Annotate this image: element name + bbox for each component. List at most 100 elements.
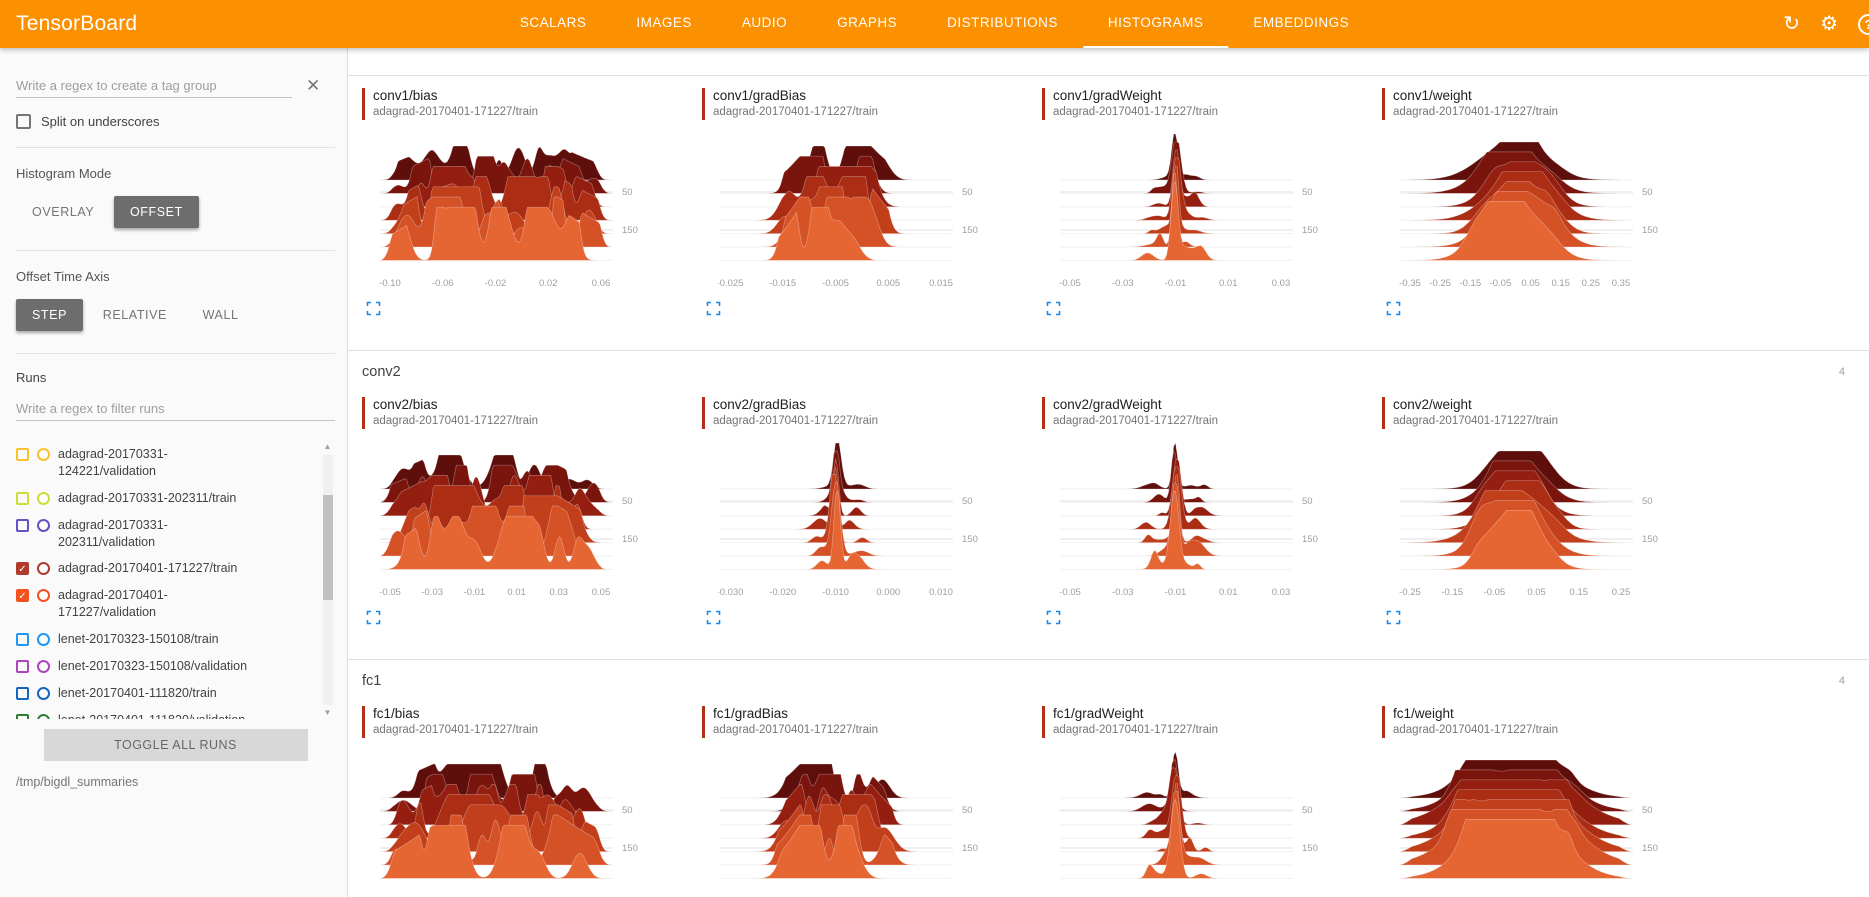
expand-card-icon[interactable] <box>366 610 381 625</box>
clear-icon[interactable]: ✕ <box>306 76 321 95</box>
svg-text:50: 50 <box>1642 496 1653 507</box>
histogram-card: conv2/weight adagrad-20170401-171227/trai… <box>1382 397 1722 625</box>
svg-text:0.25: 0.25 <box>1582 278 1601 289</box>
histogram-mode-section: Histogram Mode OVERLAY OFFSET <box>16 148 335 251</box>
expand-card-icon[interactable] <box>706 301 721 316</box>
tag-filter-input[interactable] <box>16 74 292 98</box>
svg-text:-0.025: -0.025 <box>718 278 743 289</box>
svg-text:-0.015: -0.015 <box>769 278 796 289</box>
histogram-chart[interactable]: 50 150 -0.10 -0.06 -0.02 0.02 0.06 <box>378 130 658 294</box>
scrollbar-thumb[interactable] <box>322 495 333 600</box>
run-item[interactable]: lenet-20170401-111820/validation <box>16 707 320 719</box>
run-item[interactable]: ✓ adagrad-20170401-171227/validation <box>16 582 320 626</box>
run-color-circle[interactable] <box>37 589 50 603</box>
run-item[interactable]: lenet-20170323-150108/train <box>16 626 320 653</box>
run-item[interactable]: ✓ adagrad-20170401-171227/train <box>16 555 320 582</box>
runs-scrollbar[interactable]: ▲ ▼ <box>320 441 335 719</box>
split-underscores-checkbox[interactable]: Split on underscores <box>16 114 335 148</box>
svg-text:150: 150 <box>622 225 638 236</box>
wall-button[interactable]: WALL <box>187 299 255 331</box>
svg-text:150: 150 <box>962 534 978 545</box>
section-header[interactable]: fc1 4 <box>348 659 1869 700</box>
run-checkbox[interactable] <box>16 491 29 505</box>
run-item[interactable]: lenet-20170401-111820/train <box>16 680 320 707</box>
run-checkbox[interactable] <box>16 633 29 646</box>
settings-gear-icon[interactable]: ⚙ <box>1820 13 1838 35</box>
run-label: adagrad-20170401-171227/train <box>58 561 238 576</box>
histogram-chart[interactable]: 50 150 <box>718 748 998 897</box>
svg-text:50: 50 <box>622 187 633 198</box>
card-title: fc1/gradWeight <box>1053 706 1144 721</box>
tab-graphs[interactable]: GRAPHS <box>837 15 898 30</box>
svg-text:150: 150 <box>622 534 638 545</box>
sidebar: ✕ Split on underscores Histogram Mode OV… <box>0 48 348 897</box>
svg-text:0.015: 0.015 <box>929 278 953 289</box>
run-color-circle[interactable] <box>37 686 50 700</box>
histogram-chart[interactable]: 50 150 -0.025 -0.015 -0.005 0.005 0.015 <box>718 130 998 294</box>
card-grid: conv1/bias adagrad-20170401-171227/train 5… <box>348 82 1869 338</box>
run-color-circle[interactable] <box>37 491 50 505</box>
expand-card-icon[interactable] <box>1046 610 1061 625</box>
histogram-chart[interactable]: 50 150 <box>1398 748 1678 897</box>
svg-text:0.05: 0.05 <box>1521 278 1540 289</box>
card-grid: conv2/bias adagrad-20170401-171227/train 5… <box>348 391 1869 647</box>
section-header[interactable]: conv2 4 <box>348 350 1869 391</box>
tab-images[interactable]: IMAGES <box>636 15 692 30</box>
step-button[interactable]: STEP <box>16 299 84 331</box>
run-label: lenet-20170323-150108/validation <box>58 658 248 673</box>
scrollbar-track[interactable] <box>322 455 333 705</box>
run-checkbox[interactable] <box>16 448 29 461</box>
scroll-down-icon[interactable]: ▼ <box>323 708 332 717</box>
run-checkbox[interactable]: ✓ <box>16 562 29 576</box>
help-icon[interactable]: ? <box>1858 13 1869 35</box>
histogram-chart[interactable]: 50 150 <box>1058 748 1338 897</box>
run-color-circle[interactable] <box>37 448 50 461</box>
run-color-circle[interactable] <box>37 659 50 673</box>
histogram-chart[interactable]: 50 150 -0.35 -0.25 -0.15 -0.05 0.05 0.15 0.25 0.3… <box>1398 130 1678 294</box>
svg-text:50: 50 <box>1642 187 1653 198</box>
refresh-icon[interactable]: ↻ <box>1783 13 1801 35</box>
tab-audio[interactable]: AUDIO <box>741 15 788 30</box>
section-title: conv2 <box>362 364 401 380</box>
expand-card-icon[interactable] <box>1046 301 1061 316</box>
runs-list: adagrad-20170331-124221/validation adagra… <box>16 441 320 719</box>
svg-text:50: 50 <box>1302 805 1313 816</box>
card-run-name: adagrad-20170401-171227/train <box>1393 724 1558 736</box>
tab-embeddings[interactable]: EMBEDDINGS <box>1253 15 1350 30</box>
run-item[interactable]: lenet-20170323-150108/validation <box>16 653 320 680</box>
histogram-chart[interactable]: 50 150 <box>378 748 658 897</box>
card-run-name: adagrad-20170401-171227/train <box>1053 724 1218 736</box>
relative-button[interactable]: RELATIVE <box>87 299 183 331</box>
run-color-circle[interactable] <box>37 562 50 576</box>
overlay-button[interactable]: OVERLAY <box>16 196 110 228</box>
run-checkbox[interactable] <box>16 686 29 700</box>
histogram-chart[interactable]: 50 150 -0.25 -0.15 -0.05 0.05 0.15 0.25 <box>1398 439 1678 603</box>
run-item[interactable]: adagrad-20170331-124221/validation <box>16 441 320 485</box>
run-checkbox[interactable]: ✓ <box>16 589 29 603</box>
tab-distributions[interactable]: DISTRIBUTIONS <box>947 15 1058 30</box>
run-color-circle[interactable] <box>37 633 50 646</box>
run-color-bar <box>1042 706 1045 738</box>
run-color-circle[interactable] <box>37 713 50 719</box>
expand-card-icon[interactable] <box>706 610 721 625</box>
run-checkbox[interactable] <box>16 713 29 719</box>
tab-histograms[interactable]: HISTOGRAMS <box>1082 0 1229 48</box>
toggle-all-runs-button[interactable]: TOGGLE ALL RUNS <box>43 729 308 761</box>
tab-scalars[interactable]: SCALARS <box>519 15 587 30</box>
histogram-chart[interactable]: 50 150 -0.05 -0.03 -0.01 0.01 0.03 0.05 <box>378 439 658 603</box>
scroll-up-icon[interactable]: ▲ <box>323 442 332 451</box>
expand-card-icon[interactable] <box>1386 610 1401 625</box>
run-color-circle[interactable] <box>37 518 50 532</box>
histogram-chart[interactable]: 50 150 -0.05 -0.03 -0.01 0.01 0.03 <box>1058 439 1338 603</box>
run-checkbox[interactable] <box>16 659 29 673</box>
offset-button[interactable]: OFFSET <box>113 196 199 228</box>
histogram-chart[interactable]: 50 150 -0.05 -0.03 -0.01 0.01 0.03 <box>1058 130 1338 294</box>
histogram-chart[interactable]: 50 150 -0.030 -0.020 -0.010 0.000 0.010 <box>718 439 998 603</box>
expand-card-icon[interactable] <box>1386 301 1401 316</box>
runs-filter-input[interactable] <box>16 397 335 421</box>
svg-text:-0.10: -0.10 <box>379 278 401 289</box>
run-item[interactable]: adagrad-20170331-202311/validation <box>16 512 320 556</box>
run-item[interactable]: adagrad-20170331-202311/train <box>16 485 320 512</box>
expand-card-icon[interactable] <box>366 301 381 316</box>
run-checkbox[interactable] <box>16 518 29 532</box>
